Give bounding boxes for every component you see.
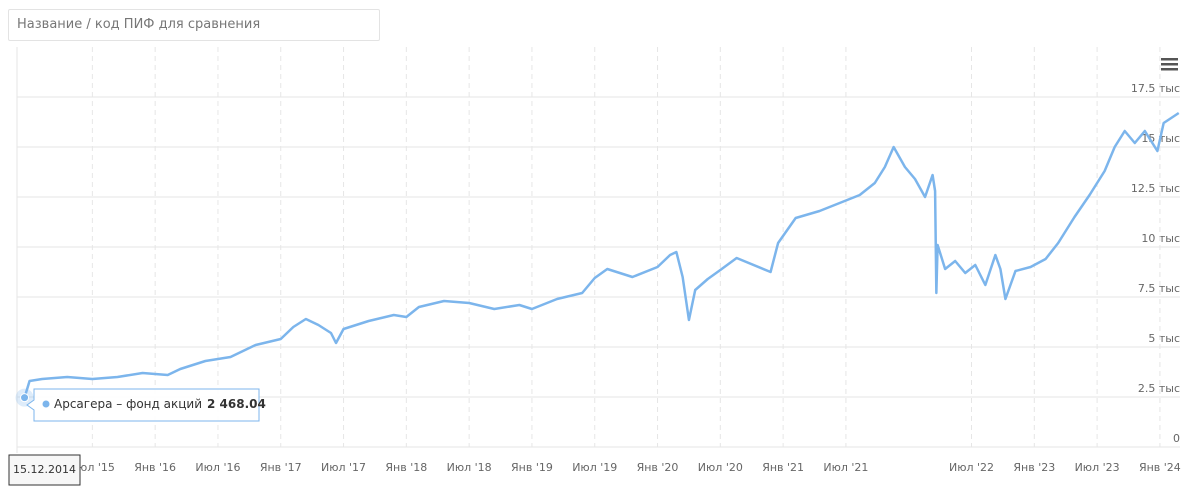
x-tick-label: Янв '23 bbox=[1013, 461, 1055, 474]
x-tick-label: Июл '22 bbox=[949, 461, 994, 474]
date-label: 15.12.2014 bbox=[13, 463, 76, 476]
hover-point bbox=[20, 393, 30, 403]
x-tick-label: Июл '16 bbox=[195, 461, 240, 474]
y-tick-label: 2.5 тыс bbox=[1138, 382, 1180, 395]
y-tick-label: 7.5 тыс bbox=[1138, 282, 1180, 295]
x-tick-label: Янв '17 bbox=[260, 461, 302, 474]
y-tick-label: 0 bbox=[1173, 432, 1180, 445]
date-box bbox=[8, 454, 81, 486]
tooltip-box bbox=[26, 388, 260, 422]
search-input[interactable]: Название / код ПИФ для сравнения bbox=[8, 9, 380, 41]
y-tick-label: 10 тыс bbox=[1141, 232, 1180, 245]
x-tick-label: Июл '18 bbox=[447, 461, 492, 474]
tooltip-value: 2 468.04 bbox=[207, 397, 266, 411]
x-tick-label: Июл '17 bbox=[321, 461, 366, 474]
x-tick-label: Июл '21 bbox=[823, 461, 868, 474]
tooltip-series-name: Арсагера – фонд акций bbox=[54, 397, 202, 411]
x-tick-label: Янв '20 bbox=[637, 461, 679, 474]
x-tick-label: Июл '23 bbox=[1075, 461, 1120, 474]
y-tick-label: 12.5 тыс bbox=[1131, 182, 1180, 195]
tooltip-dot bbox=[42, 400, 50, 408]
x-tick-label: Июл '19 bbox=[572, 461, 617, 474]
x-tick-label: Янв '18 bbox=[385, 461, 427, 474]
x-tick-label: Янв '24 bbox=[1139, 461, 1181, 474]
y-tick-label: 5 тыс bbox=[1148, 332, 1180, 345]
menu-icon[interactable] bbox=[1161, 58, 1178, 71]
x-tick-label: Янв '21 bbox=[762, 461, 804, 474]
x-tick-label: Июл '15 bbox=[70, 461, 115, 474]
tooltip-text: Арсагера – фонд акций 2 468.04 bbox=[54, 397, 266, 411]
y-tick-label: 17.5 тыс bbox=[1131, 82, 1180, 95]
x-tick-label: Июл '20 bbox=[698, 461, 743, 474]
x-tick-label: Янв '16 bbox=[134, 461, 176, 474]
x-tick-label: Янв '19 bbox=[511, 461, 553, 474]
line bbox=[23, 111, 1180, 399]
